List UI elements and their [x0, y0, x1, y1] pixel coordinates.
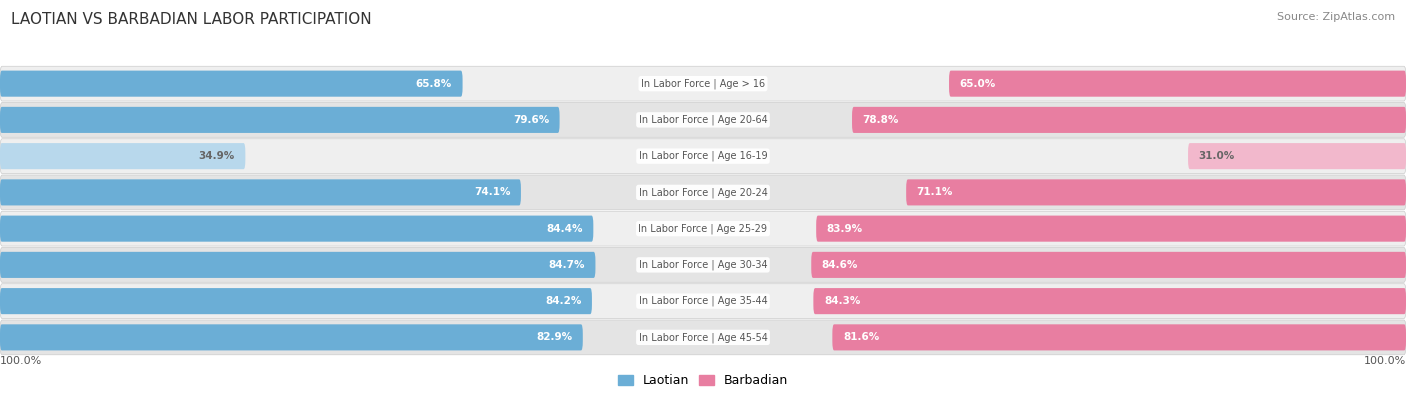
- FancyBboxPatch shape: [0, 284, 1406, 318]
- Text: 84.3%: 84.3%: [824, 296, 860, 306]
- Text: 83.9%: 83.9%: [827, 224, 863, 233]
- Text: 65.0%: 65.0%: [960, 79, 995, 88]
- FancyBboxPatch shape: [0, 179, 520, 205]
- FancyBboxPatch shape: [0, 320, 1406, 355]
- FancyBboxPatch shape: [811, 252, 1406, 278]
- FancyBboxPatch shape: [1188, 143, 1406, 169]
- Text: 81.6%: 81.6%: [844, 332, 879, 342]
- Legend: Laotian, Barbadian: Laotian, Barbadian: [613, 369, 793, 392]
- FancyBboxPatch shape: [815, 216, 1406, 242]
- Text: 82.9%: 82.9%: [536, 332, 572, 342]
- Text: 79.6%: 79.6%: [513, 115, 548, 125]
- Text: In Labor Force | Age 16-19: In Labor Force | Age 16-19: [638, 151, 768, 162]
- Text: 71.1%: 71.1%: [917, 187, 953, 198]
- Text: 65.8%: 65.8%: [416, 79, 453, 88]
- FancyBboxPatch shape: [0, 248, 1406, 282]
- FancyBboxPatch shape: [0, 66, 1406, 101]
- Text: 84.2%: 84.2%: [546, 296, 582, 306]
- FancyBboxPatch shape: [0, 252, 596, 278]
- FancyBboxPatch shape: [0, 288, 592, 314]
- FancyBboxPatch shape: [0, 175, 1406, 210]
- Text: 34.9%: 34.9%: [198, 151, 235, 161]
- Text: 84.7%: 84.7%: [548, 260, 585, 270]
- FancyBboxPatch shape: [907, 179, 1406, 205]
- FancyBboxPatch shape: [0, 107, 560, 133]
- Text: 100.0%: 100.0%: [0, 356, 42, 365]
- Text: 74.1%: 74.1%: [474, 187, 510, 198]
- Text: In Labor Force | Age 30-34: In Labor Force | Age 30-34: [638, 260, 768, 270]
- FancyBboxPatch shape: [0, 143, 246, 169]
- FancyBboxPatch shape: [0, 139, 1406, 173]
- Text: 84.4%: 84.4%: [547, 224, 583, 233]
- Text: In Labor Force | Age > 16: In Labor Force | Age > 16: [641, 78, 765, 89]
- FancyBboxPatch shape: [852, 107, 1406, 133]
- Text: LAOTIAN VS BARBADIAN LABOR PARTICIPATION: LAOTIAN VS BARBADIAN LABOR PARTICIPATION: [11, 12, 371, 27]
- Text: In Labor Force | Age 25-29: In Labor Force | Age 25-29: [638, 224, 768, 234]
- FancyBboxPatch shape: [0, 102, 1406, 137]
- Text: In Labor Force | Age 20-64: In Labor Force | Age 20-64: [638, 115, 768, 125]
- FancyBboxPatch shape: [832, 324, 1406, 350]
- FancyBboxPatch shape: [949, 71, 1406, 97]
- FancyBboxPatch shape: [0, 324, 583, 350]
- FancyBboxPatch shape: [0, 71, 463, 97]
- Text: In Labor Force | Age 20-24: In Labor Force | Age 20-24: [638, 187, 768, 198]
- Text: 100.0%: 100.0%: [1364, 356, 1406, 365]
- Text: Source: ZipAtlas.com: Source: ZipAtlas.com: [1277, 12, 1395, 22]
- Text: In Labor Force | Age 45-54: In Labor Force | Age 45-54: [638, 332, 768, 342]
- Text: 31.0%: 31.0%: [1198, 151, 1234, 161]
- FancyBboxPatch shape: [813, 288, 1406, 314]
- FancyBboxPatch shape: [0, 211, 1406, 246]
- Text: In Labor Force | Age 35-44: In Labor Force | Age 35-44: [638, 296, 768, 307]
- Text: 78.8%: 78.8%: [863, 115, 898, 125]
- Text: 84.6%: 84.6%: [821, 260, 858, 270]
- FancyBboxPatch shape: [0, 216, 593, 242]
